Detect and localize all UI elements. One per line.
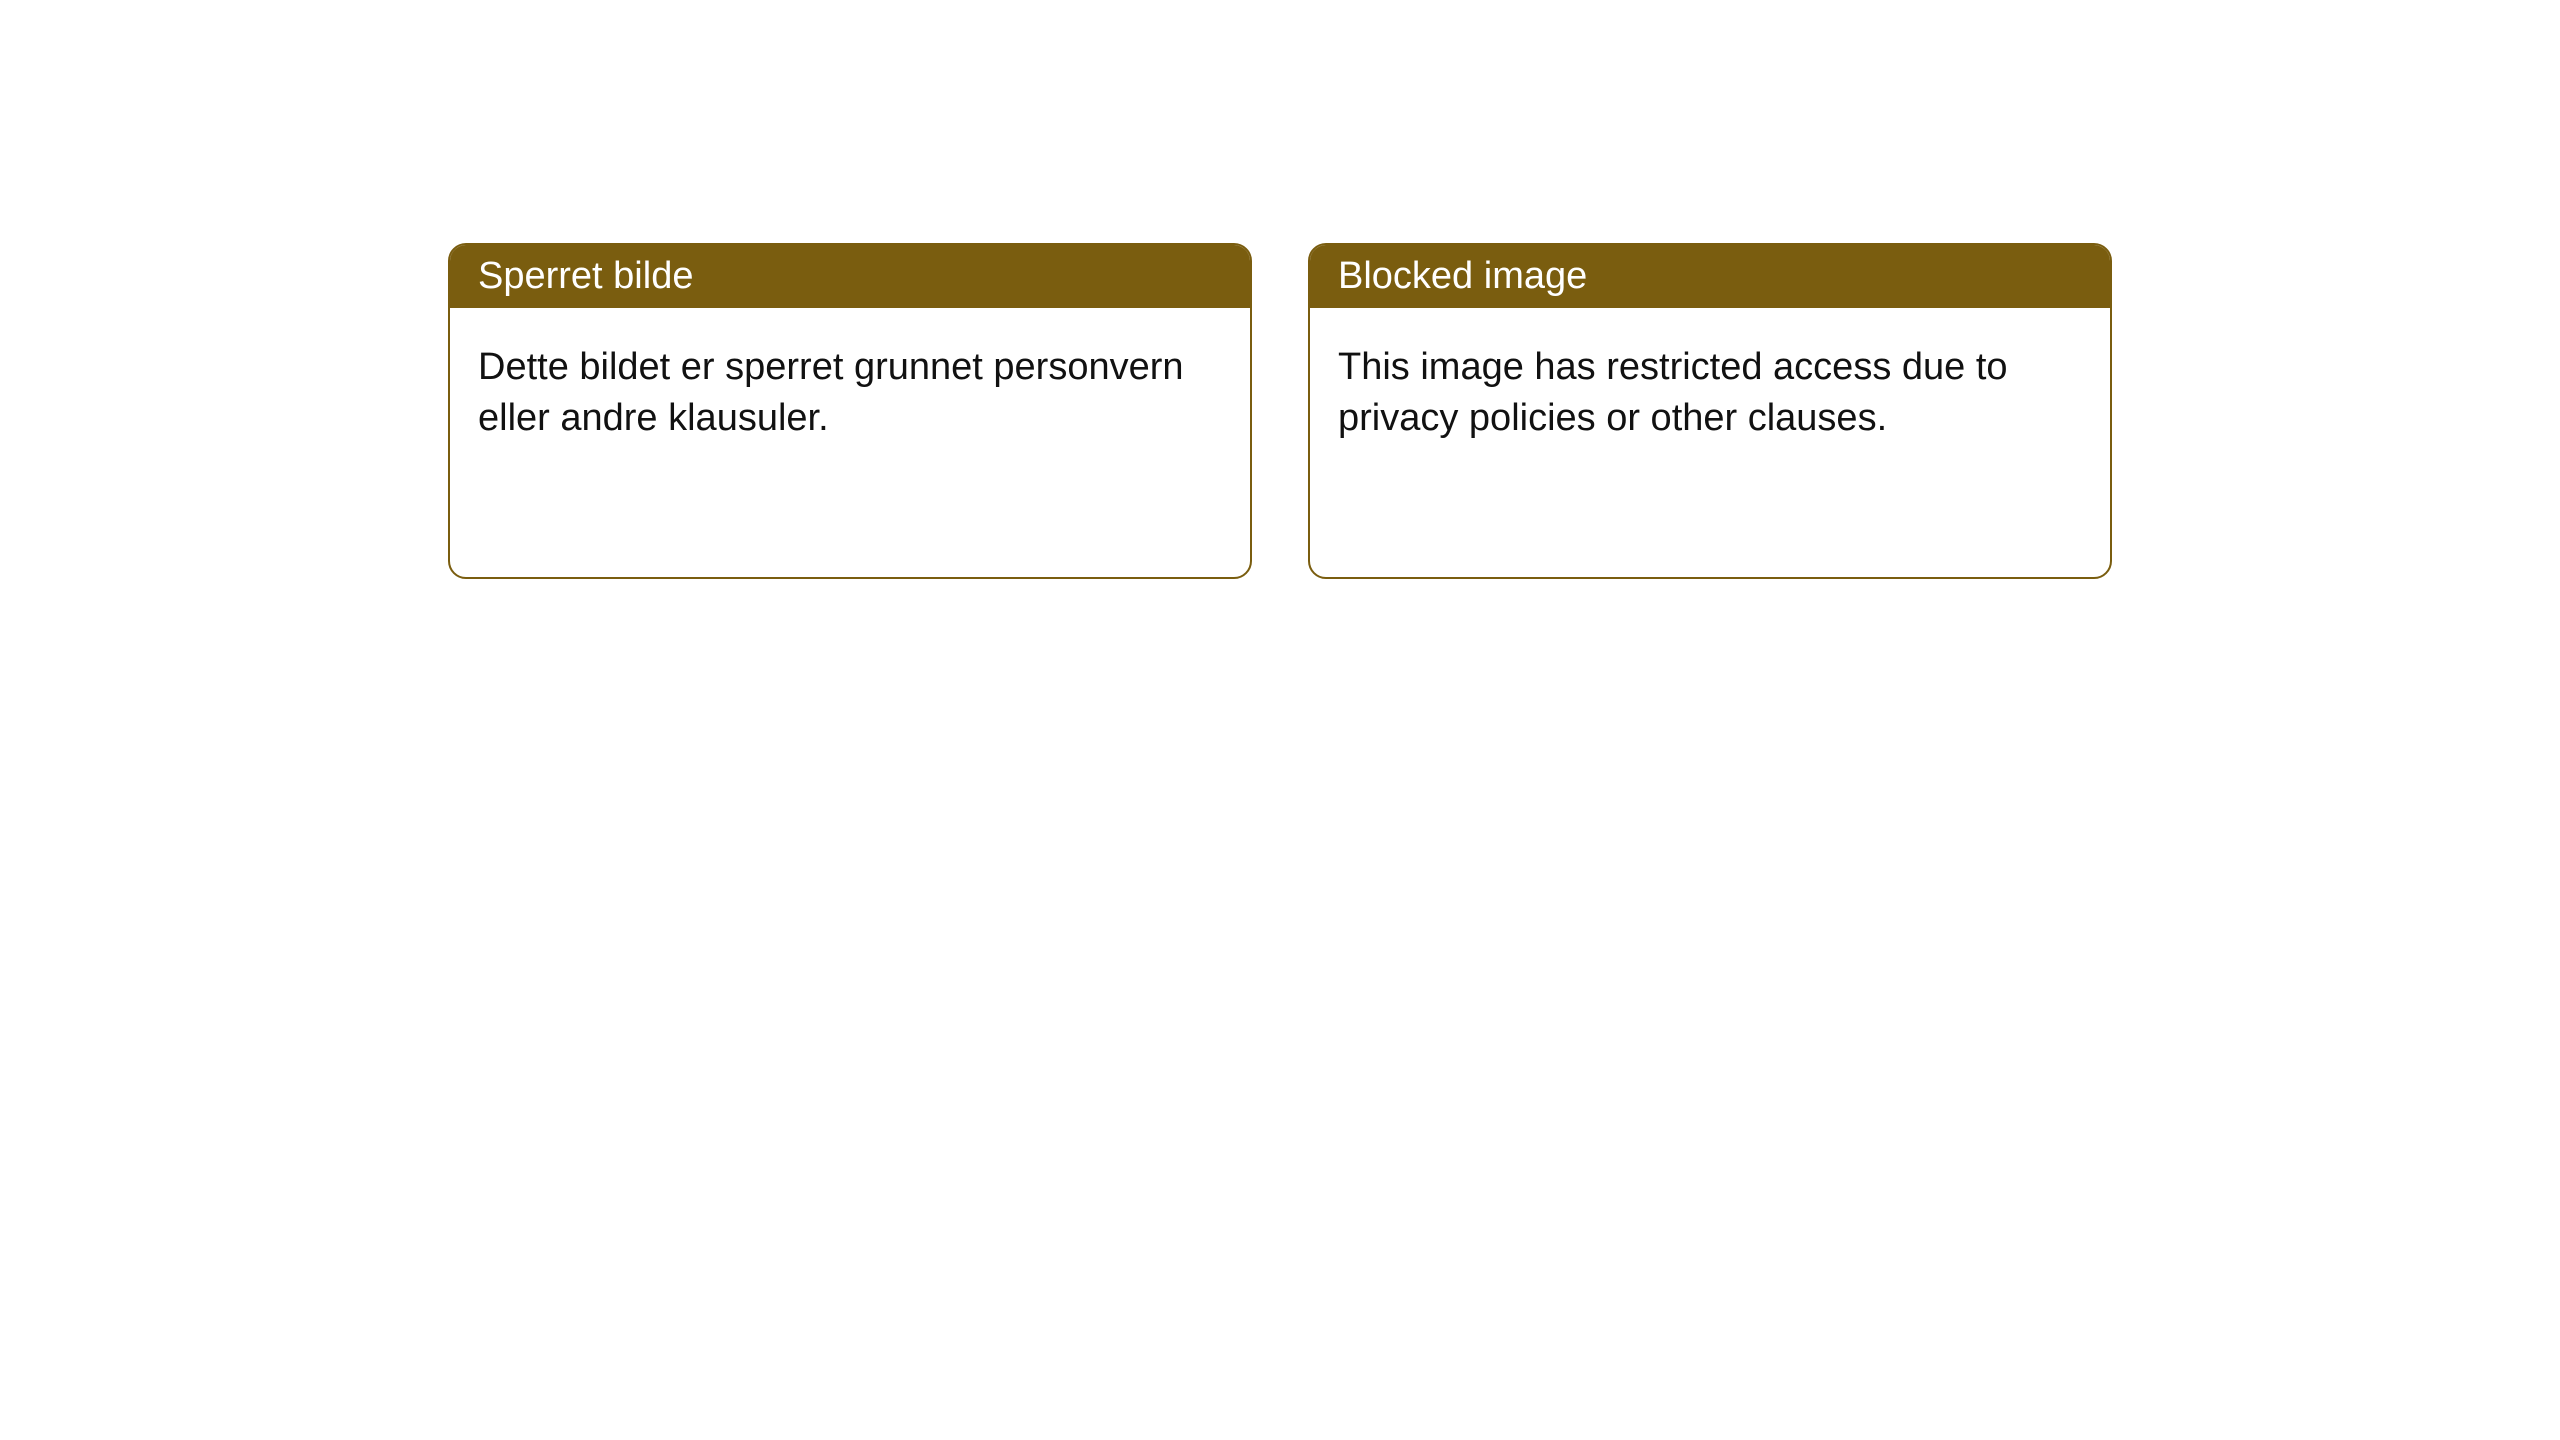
blocked-image-card-no: Sperret bilde Dette bildet er sperret gr… xyxy=(448,243,1252,579)
notice-container: Sperret bilde Dette bildet er sperret gr… xyxy=(0,0,2560,579)
blocked-image-card-en: Blocked image This image has restricted … xyxy=(1308,243,2112,579)
card-header-en: Blocked image xyxy=(1310,245,2110,308)
card-body-no: Dette bildet er sperret grunnet personve… xyxy=(450,308,1250,479)
card-header-no: Sperret bilde xyxy=(450,245,1250,308)
card-body-en: This image has restricted access due to … xyxy=(1310,308,2110,479)
